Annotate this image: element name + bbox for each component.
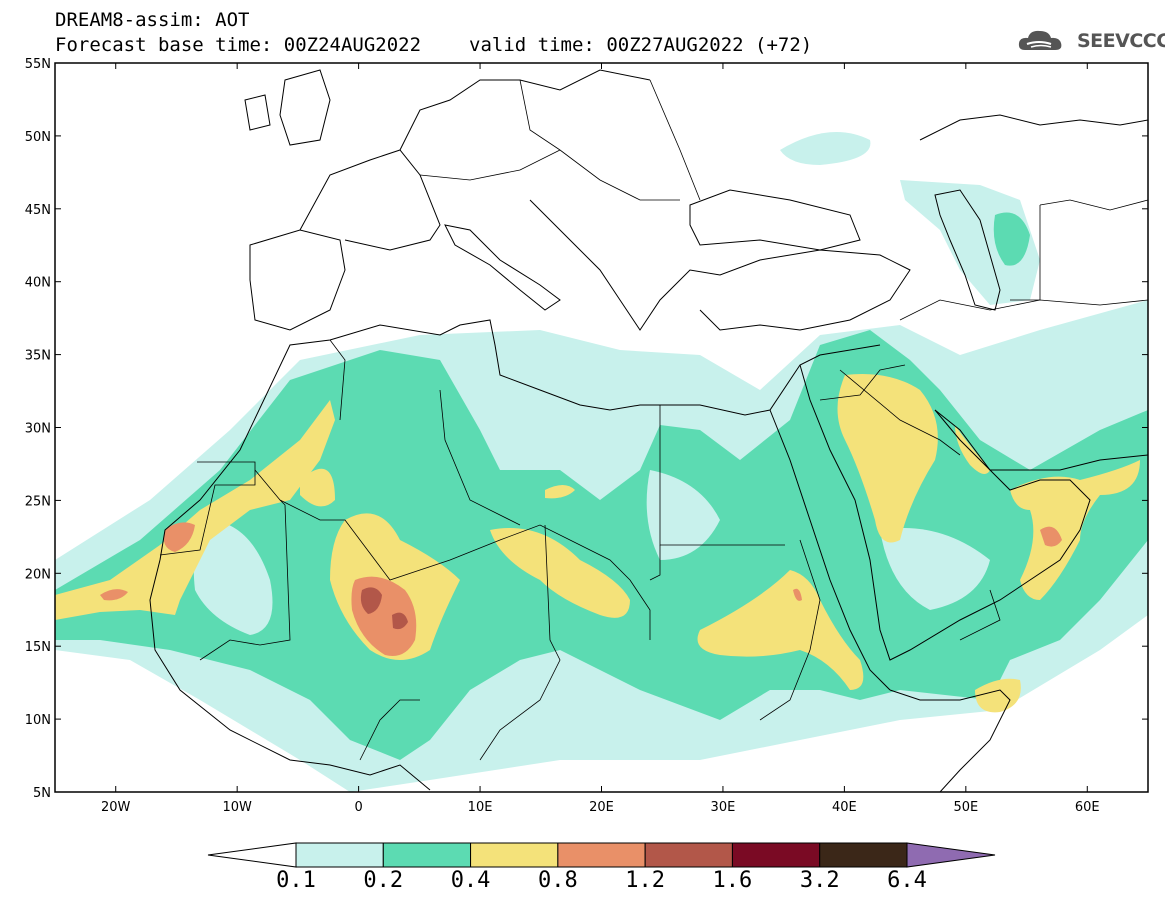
lon-label: 20E — [589, 800, 614, 815]
colorbar-swatch — [295, 842, 384, 868]
lat-label: 5N — [33, 786, 51, 801]
colorbar-swatch — [557, 842, 646, 868]
lon-label: 40E — [832, 800, 857, 815]
colorbar-swatch — [819, 842, 908, 868]
aot-level-0.1 — [900, 180, 1040, 305]
aot-level-0.2 — [993, 212, 1030, 266]
colorbar-label: 0.4 — [450, 868, 491, 893]
lon-label: 20W — [101, 800, 131, 815]
aot-level-0.4 — [697, 570, 864, 690]
aot-level-0.4 — [55, 400, 335, 620]
lon-label: 10E — [468, 800, 493, 815]
lat-label: 10N — [25, 713, 51, 728]
valid-time: valid time: 00Z27AUG2022 (+72) — [469, 34, 813, 56]
colorbar-swatch — [470, 842, 559, 868]
aot-level-0.4 — [975, 678, 1021, 713]
colorbar-swatch — [731, 842, 821, 868]
lon-label: 30E — [711, 800, 736, 815]
aot-level-0.4 — [300, 468, 335, 507]
lat-label: 15N — [25, 640, 51, 655]
chart-title: DREAM8-assim: AOT — [55, 9, 250, 31]
colorbar-label: 0.2 — [363, 868, 404, 893]
aot-clear-area — [880, 528, 990, 610]
coastlines — [149, 69, 1148, 792]
lon-axis: 20W 10W 0 10E 20E 30E 40E 50E 60E — [101, 63, 1100, 815]
seevccc-logo: SEEVCCC — [1017, 28, 1165, 54]
aot-clear-area — [193, 520, 273, 635]
colorbar — [207, 842, 996, 868]
colorbar-label: 6.4 — [887, 868, 927, 893]
colorbar-label: 3.2 — [799, 868, 840, 893]
logo-text: SEEVCCC — [1077, 30, 1165, 52]
lat-label: 50N — [25, 130, 51, 145]
aot-level-0.8 — [100, 589, 128, 601]
aot-level-0.4 — [837, 374, 938, 543]
aot-level-0.1 — [780, 132, 871, 165]
colorbar-label: 1.6 — [712, 868, 753, 893]
lon-label: 50E — [953, 800, 978, 815]
lon-label: 0 — [354, 800, 362, 815]
lon-label: 60E — [1075, 800, 1100, 815]
aot-clear-area — [646, 470, 720, 560]
colorbar-swatch — [382, 842, 472, 868]
base-time: Forecast base time: 00Z24AUG2022 — [55, 34, 422, 56]
lat-axis: 55N 50N 45N 40N 35N 30N 25N 20N 15N 10N 5N — [25, 57, 1148, 801]
cloud-logo-icon — [1018, 30, 1062, 50]
aot-level-0.4 — [490, 528, 630, 618]
aot-level-1.2 — [392, 612, 408, 630]
colorbar-over-triangle — [906, 842, 996, 868]
colorbar-label: 1.2 — [625, 868, 666, 893]
aot-level-0.8 — [163, 522, 195, 552]
lat-label: 35N — [25, 349, 51, 364]
aot-level-0.8 — [793, 588, 802, 601]
lat-label: 30N — [25, 422, 51, 437]
colorbar-label: 0.8 — [537, 868, 578, 893]
lat-label: 40N — [25, 276, 51, 291]
aot-level-0.4 — [545, 485, 575, 499]
aot-field — [55, 132, 1148, 792]
country-borders — [159, 79, 1148, 761]
aot-level-1.2 — [360, 587, 382, 614]
aot-level-0.8 — [1040, 526, 1062, 547]
forecast-times: Forecast base time: 00Z24AUG2022 valid ti… — [55, 35, 812, 55]
lon-label: 10W — [222, 800, 252, 815]
lat-label: 25N — [25, 494, 51, 509]
lat-label: 20N — [25, 567, 51, 582]
colorbar-label: 0.1 — [276, 868, 316, 893]
lat-label: 45N — [25, 203, 51, 218]
lat-label: 55N — [25, 57, 51, 72]
colorbar-under-triangle — [207, 842, 297, 868]
aot-level-0.4 — [1010, 460, 1140, 600]
colorbar-swatch — [644, 842, 733, 868]
